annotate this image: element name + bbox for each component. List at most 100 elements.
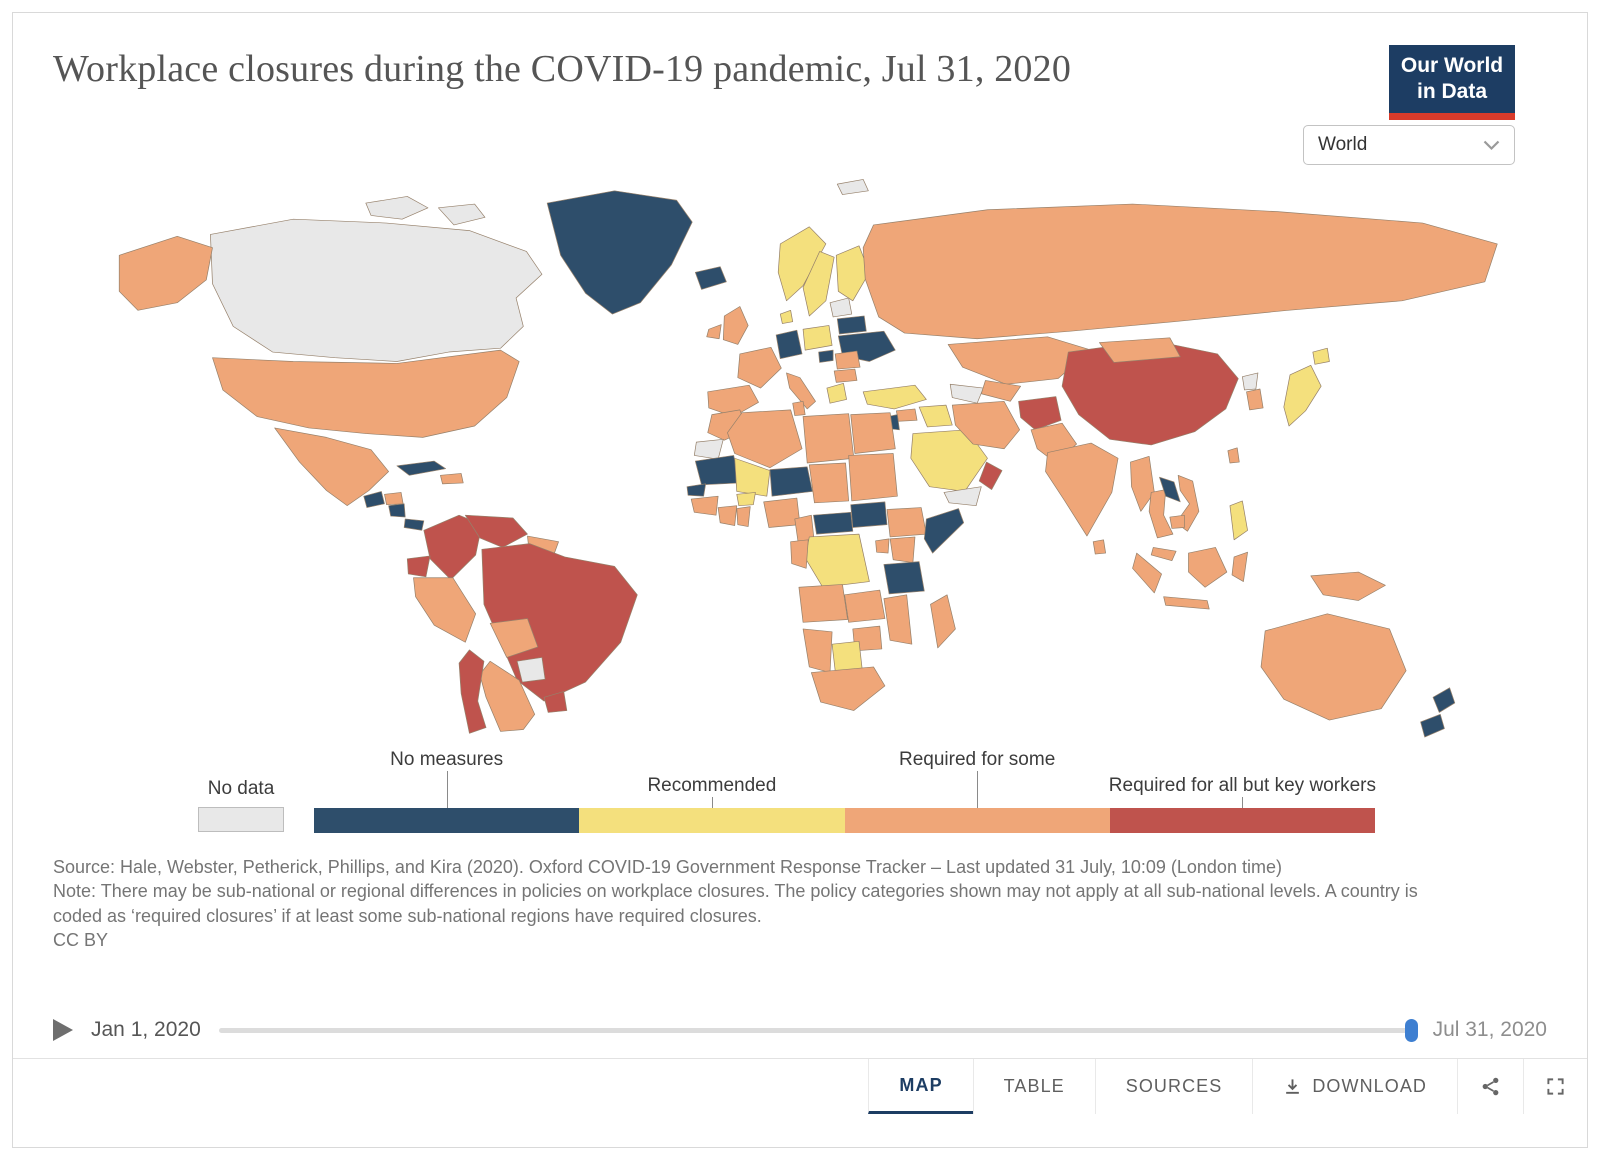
country-indonesia-java[interactable] <box>1163 596 1210 610</box>
country-baltics[interactable] <box>829 297 853 318</box>
country-sweden[interactable] <box>802 251 835 317</box>
country-chad[interactable] <box>808 462 850 504</box>
country-mexico[interactable] <box>274 427 389 507</box>
country-new-zealand-north[interactable] <box>1432 687 1456 713</box>
country-usa[interactable] <box>212 349 520 438</box>
tab-download[interactable]: DOWNLOAD <box>1252 1059 1457 1114</box>
play-button[interactable] <box>51 1016 77 1044</box>
country-australia[interactable] <box>1260 613 1407 721</box>
country-syria[interactable] <box>895 408 918 422</box>
country-iraq[interactable] <box>918 404 953 428</box>
country-chile[interactable] <box>458 649 487 734</box>
country-bulgaria[interactable] <box>833 368 858 383</box>
country-iceland[interactable] <box>694 266 727 290</box>
country-indonesia-sulawesi[interactable] <box>1231 551 1248 582</box>
country-finland[interactable] <box>835 245 870 302</box>
country-canada[interactable] <box>210 218 543 362</box>
country-bolivia[interactable] <box>489 618 539 658</box>
country-spain-portugal[interactable] <box>707 384 759 417</box>
legend-no-data-swatch[interactable] <box>198 807 284 832</box>
country-italy[interactable] <box>786 372 816 410</box>
country-myanmar[interactable] <box>1130 456 1155 512</box>
country-angola[interactable] <box>798 584 848 623</box>
country-yemen[interactable] <box>943 486 982 507</box>
country-cuba[interactable] <box>396 460 446 476</box>
country-mozambique[interactable] <box>883 594 913 645</box>
country-ecuador[interactable] <box>406 555 431 578</box>
country-greece[interactable] <box>826 382 847 404</box>
legend-segment-required-all[interactable] <box>1109 808 1375 833</box>
country-new-zealand-south[interactable] <box>1420 714 1445 738</box>
country-china[interactable] <box>1061 340 1239 446</box>
country-norway[interactable] <box>777 226 827 302</box>
country-senegal[interactable] <box>686 483 707 497</box>
timeline-handle[interactable] <box>1404 1018 1418 1042</box>
legend-segment-required-some[interactable] <box>844 808 1110 833</box>
legend-segment-no-measures[interactable] <box>314 808 580 833</box>
country-poland[interactable] <box>802 325 833 351</box>
legend-segment-recommended[interactable] <box>579 808 845 833</box>
country-north-korea[interactable] <box>1242 372 1259 391</box>
country-malaysia[interactable] <box>1150 547 1177 562</box>
country-mongolia[interactable] <box>1099 337 1181 363</box>
country-guinea[interactable] <box>690 495 719 516</box>
country-uk[interactable] <box>722 306 749 345</box>
country-cambodia[interactable] <box>1169 514 1185 529</box>
country-romania[interactable] <box>834 350 861 370</box>
country-paraguay[interactable] <box>516 657 546 683</box>
country-kenya[interactable] <box>889 536 916 563</box>
tab-map[interactable]: MAP <box>868 1059 973 1114</box>
country-japan[interactable] <box>1283 364 1322 427</box>
tab-table[interactable]: TABLE <box>972 1059 1095 1114</box>
country-philippines[interactable] <box>1229 500 1248 541</box>
country-hispaniola[interactable] <box>440 473 464 485</box>
country-south-korea[interactable] <box>1246 388 1264 411</box>
timeline-track[interactable] <box>218 1018 1418 1042</box>
country-laos[interactable] <box>1159 476 1181 503</box>
country-france[interactable] <box>737 346 782 389</box>
share-button[interactable] <box>1457 1059 1523 1114</box>
country-namibia[interactable] <box>802 628 833 673</box>
country-sudan[interactable] <box>848 453 898 502</box>
country-iran[interactable] <box>951 401 1020 450</box>
country-ethiopia[interactable] <box>886 507 927 538</box>
country-madagascar[interactable] <box>930 594 956 649</box>
country-greenland[interactable] <box>546 190 693 315</box>
country-algeria[interactable] <box>727 409 803 469</box>
country-turkmenistan[interactable] <box>949 383 984 404</box>
country-japan-hokkaido[interactable] <box>1312 347 1330 365</box>
country-burkina-faso[interactable] <box>736 492 756 507</box>
country-western-sahara[interactable] <box>693 438 724 460</box>
country-canada-islands-1[interactable] <box>365 196 429 220</box>
country-india[interactable] <box>1045 442 1119 537</box>
country-uzbekistan[interactable] <box>980 380 1022 402</box>
country-peru[interactable] <box>413 577 477 643</box>
owid-logo[interactable]: Our World in Data <box>1389 45 1515 120</box>
country-sri-lanka[interactable] <box>1092 539 1106 555</box>
country-venezuela[interactable] <box>464 514 528 548</box>
country-kazakhstan[interactable] <box>947 336 1092 385</box>
country-south-sudan[interactable] <box>850 501 888 528</box>
country-colombia[interactable] <box>423 514 483 580</box>
country-libya[interactable] <box>802 413 855 464</box>
fullscreen-button[interactable] <box>1523 1059 1587 1114</box>
country-denmark[interactable] <box>779 309 794 324</box>
country-turkey[interactable] <box>862 384 927 410</box>
country-congo-gabon[interactable] <box>790 539 809 569</box>
country-niger[interactable] <box>769 466 813 497</box>
country-afghanistan[interactable] <box>1018 396 1062 431</box>
country-south-africa[interactable] <box>810 666 886 711</box>
country-tunisia[interactable] <box>792 401 806 416</box>
country-nigeria[interactable] <box>763 497 801 528</box>
country-belarus[interactable] <box>836 315 867 335</box>
country-papua-new-guinea[interactable] <box>1310 571 1386 601</box>
country-somalia[interactable] <box>923 508 965 554</box>
country-uruguay[interactable] <box>543 691 568 713</box>
country-mauritania[interactable] <box>694 455 741 486</box>
country-drc[interactable] <box>804 533 870 588</box>
country-canada-islands-2[interactable] <box>437 203 486 226</box>
country-central-african-republic[interactable] <box>813 511 854 535</box>
country-russia[interactable] <box>862 203 1498 340</box>
country-uganda[interactable] <box>875 538 890 554</box>
country-oman[interactable] <box>978 461 1003 490</box>
